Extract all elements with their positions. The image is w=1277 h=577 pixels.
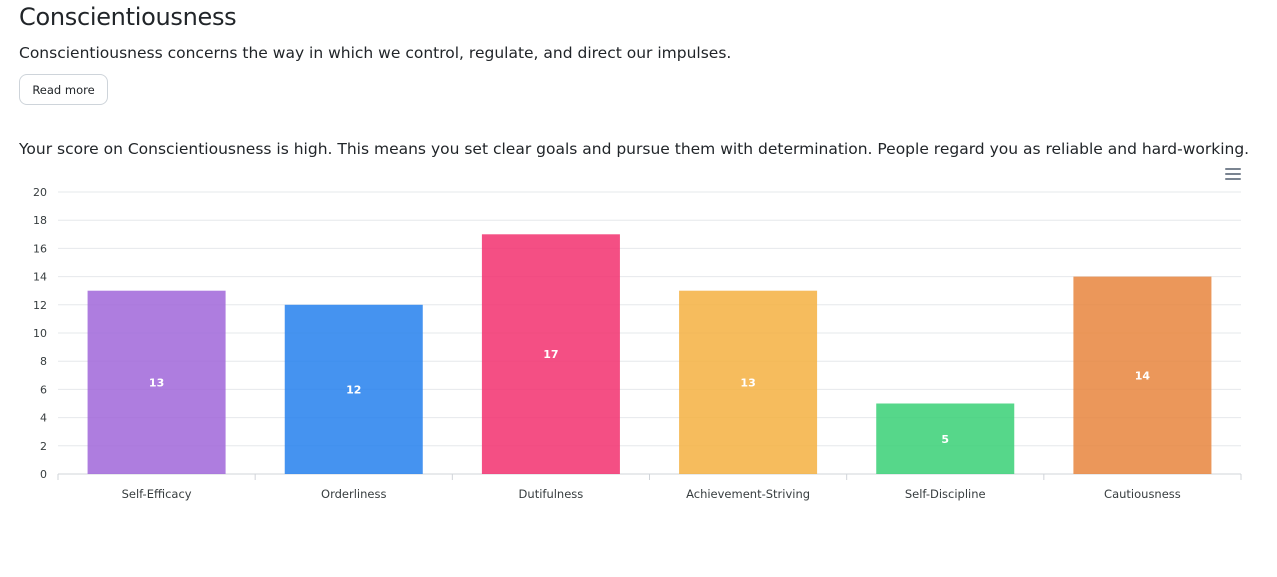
data-label: 5 — [941, 433, 949, 446]
y-tick-label: 2 — [40, 440, 47, 453]
bar — [679, 290, 818, 474]
data-label: 13 — [740, 376, 755, 389]
page-title: Conscientiousness — [19, 3, 237, 31]
y-tick-label: 20 — [33, 186, 47, 199]
bar — [1073, 276, 1212, 474]
y-tick-label: 14 — [33, 271, 47, 284]
bar-chart: 0 2 4 6 8 10 12 14 16 18 20 13 Self-Efficacy 12 Orderl… — [33, 186, 1242, 501]
data-label: 14 — [1135, 369, 1151, 382]
bar — [87, 290, 226, 474]
x-tick-label: Dutifulness — [519, 487, 584, 501]
y-tick-label: 8 — [40, 355, 47, 368]
data-label: 13 — [149, 376, 164, 389]
bar — [876, 403, 1015, 474]
y-tick-label: 0 — [40, 468, 47, 481]
y-tick-label: 18 — [33, 214, 47, 227]
bar — [481, 234, 620, 474]
score-summary: Your score on Conscientiousness is high.… — [19, 140, 1250, 158]
x-tick-label: Achievement-Striving — [686, 487, 810, 501]
hamburger-menu-icon[interactable] — [1222, 164, 1246, 184]
read-more-button[interactable]: Read more — [19, 74, 108, 105]
x-tick-label: Self-Discipline — [905, 487, 986, 501]
data-label: 17 — [543, 348, 558, 361]
y-tick-label: 12 — [33, 299, 47, 312]
x-tick-label: Orderliness — [321, 487, 386, 501]
y-tick-label: 10 — [33, 327, 47, 340]
x-tick-label: Cautiousness — [1104, 487, 1181, 501]
x-tick-label: Self-Efficacy — [122, 487, 192, 501]
data-label: 12 — [346, 383, 361, 396]
y-tick-label: 4 — [40, 412, 47, 425]
trait-description: Conscientiousness concerns the way in wh… — [19, 44, 732, 62]
y-tick-label: 16 — [33, 242, 47, 255]
bar — [284, 304, 423, 474]
y-tick-label: 6 — [40, 383, 47, 396]
